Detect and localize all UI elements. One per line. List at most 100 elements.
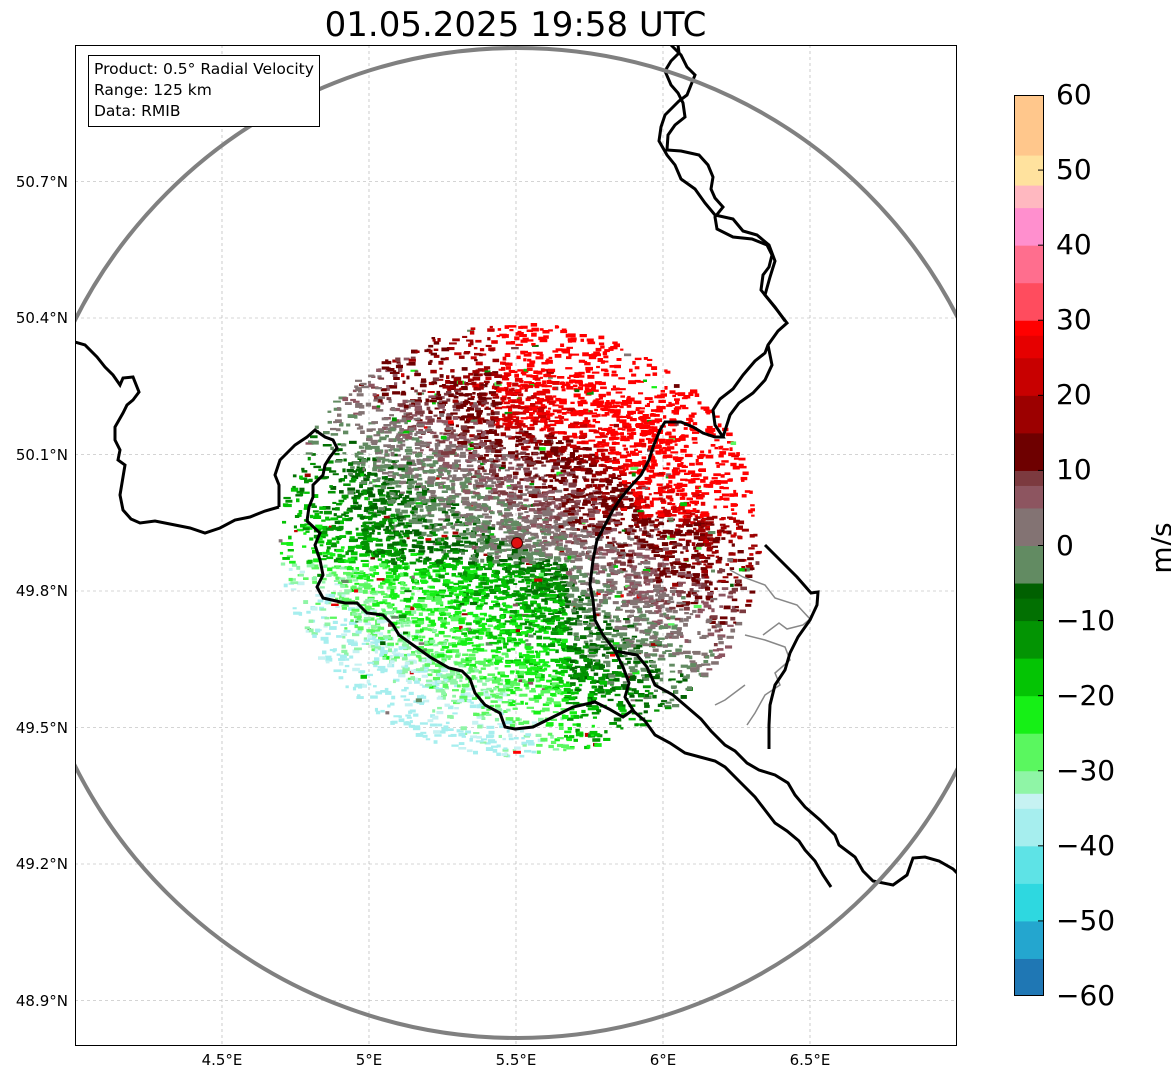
velocity-echo <box>382 518 388 522</box>
velocity-echo <box>625 609 631 613</box>
velocity-echo <box>551 486 557 491</box>
velocity-echo <box>604 632 612 635</box>
velocity-echo <box>606 623 612 626</box>
velocity-echo <box>325 660 330 664</box>
velocity-echo <box>503 684 507 689</box>
velocity-echo <box>478 396 486 401</box>
velocity-echo <box>389 655 393 659</box>
velocity-echo <box>596 404 601 408</box>
velocity-echo <box>377 509 383 514</box>
velocity-echo <box>532 344 539 347</box>
velocity-echo <box>417 397 422 400</box>
velocity-echo <box>712 515 718 519</box>
velocity-echo <box>365 491 373 495</box>
velocity-echo <box>542 583 547 588</box>
velocity-echo <box>501 399 505 403</box>
velocity-echo <box>518 718 522 721</box>
velocity-echo <box>446 477 450 481</box>
velocity-echo <box>555 574 559 578</box>
velocity-echo <box>418 429 424 433</box>
velocity-echo <box>511 503 520 507</box>
velocity-echo <box>392 594 400 598</box>
velocity-echo <box>482 682 487 686</box>
velocity-echo <box>313 558 321 563</box>
velocity-echo <box>591 692 598 696</box>
velocity-echo <box>428 349 433 354</box>
velocity-echo <box>611 476 619 480</box>
velocity-echo <box>601 408 609 412</box>
velocity-echo <box>538 336 546 341</box>
velocity-echo <box>528 697 537 701</box>
velocity-echo <box>527 358 532 362</box>
velocity-echo <box>715 549 719 554</box>
velocity-echo <box>670 565 676 569</box>
velocity-echo <box>429 359 433 363</box>
velocity-echo <box>677 670 683 674</box>
velocity-echo <box>517 572 526 576</box>
velocity-echo <box>452 531 459 535</box>
velocity-echo <box>609 448 616 451</box>
velocity-echo <box>557 737 564 740</box>
velocity-echo <box>504 591 510 596</box>
velocity-echo <box>512 382 519 387</box>
velocity-echo <box>501 395 507 399</box>
velocity-echo <box>590 622 596 627</box>
velocity-echo <box>551 682 559 687</box>
radar-map[interactable] <box>75 45 957 1046</box>
velocity-echo <box>426 681 432 685</box>
velocity-echo <box>601 428 608 431</box>
velocity-echo <box>490 700 498 703</box>
velocity-echo <box>508 532 517 535</box>
velocity-echo <box>554 659 561 663</box>
velocity-echo <box>606 578 614 583</box>
velocity-echo <box>595 457 602 460</box>
velocity-echo <box>507 554 514 558</box>
velocity-echo <box>604 590 609 594</box>
velocity-echo <box>485 484 493 488</box>
velocity-echo <box>482 368 488 372</box>
velocity-echo <box>476 628 483 632</box>
velocity-echo <box>451 744 459 747</box>
velocity-echo <box>287 549 294 552</box>
velocity-echo <box>663 509 671 513</box>
velocity-echo <box>505 569 511 573</box>
velocity-echo <box>503 645 507 649</box>
velocity-echo <box>600 386 607 390</box>
velocity-echo <box>623 654 628 657</box>
velocity-echo <box>557 547 566 550</box>
velocity-echo <box>670 563 674 567</box>
velocity-echo <box>428 685 436 689</box>
velocity-echo <box>469 557 477 561</box>
velocity-echo <box>591 415 599 418</box>
velocity-echo <box>458 620 465 625</box>
velocity-echo <box>567 717 574 721</box>
velocity-echo <box>494 595 498 599</box>
velocity-echo <box>693 536 701 540</box>
velocity-echo <box>390 658 397 662</box>
velocity-echo <box>524 388 528 392</box>
velocity-echo <box>755 551 761 555</box>
velocity-echo <box>531 688 536 692</box>
velocity-echo <box>469 566 476 569</box>
velocity-echo <box>486 448 494 453</box>
velocity-echo <box>455 494 459 497</box>
velocity-echo <box>595 680 600 683</box>
velocity-echo <box>488 695 495 698</box>
velocity-echo <box>731 587 738 592</box>
velocity-echo <box>596 603 601 608</box>
velocity-echo <box>654 631 659 636</box>
velocity-echo <box>495 692 501 695</box>
velocity-echo <box>343 496 347 500</box>
velocity-echo <box>420 499 427 504</box>
velocity-echo <box>347 545 355 550</box>
velocity-echo <box>749 534 755 538</box>
velocity-echo <box>608 678 614 681</box>
velocity-echo <box>619 489 626 493</box>
velocity-echo <box>340 623 347 626</box>
velocity-echo <box>579 384 583 387</box>
velocity-echo <box>657 657 666 661</box>
velocity-echo <box>634 500 643 504</box>
velocity-echo <box>385 690 392 695</box>
velocity-echo <box>512 495 520 500</box>
velocity-echo <box>672 582 681 587</box>
